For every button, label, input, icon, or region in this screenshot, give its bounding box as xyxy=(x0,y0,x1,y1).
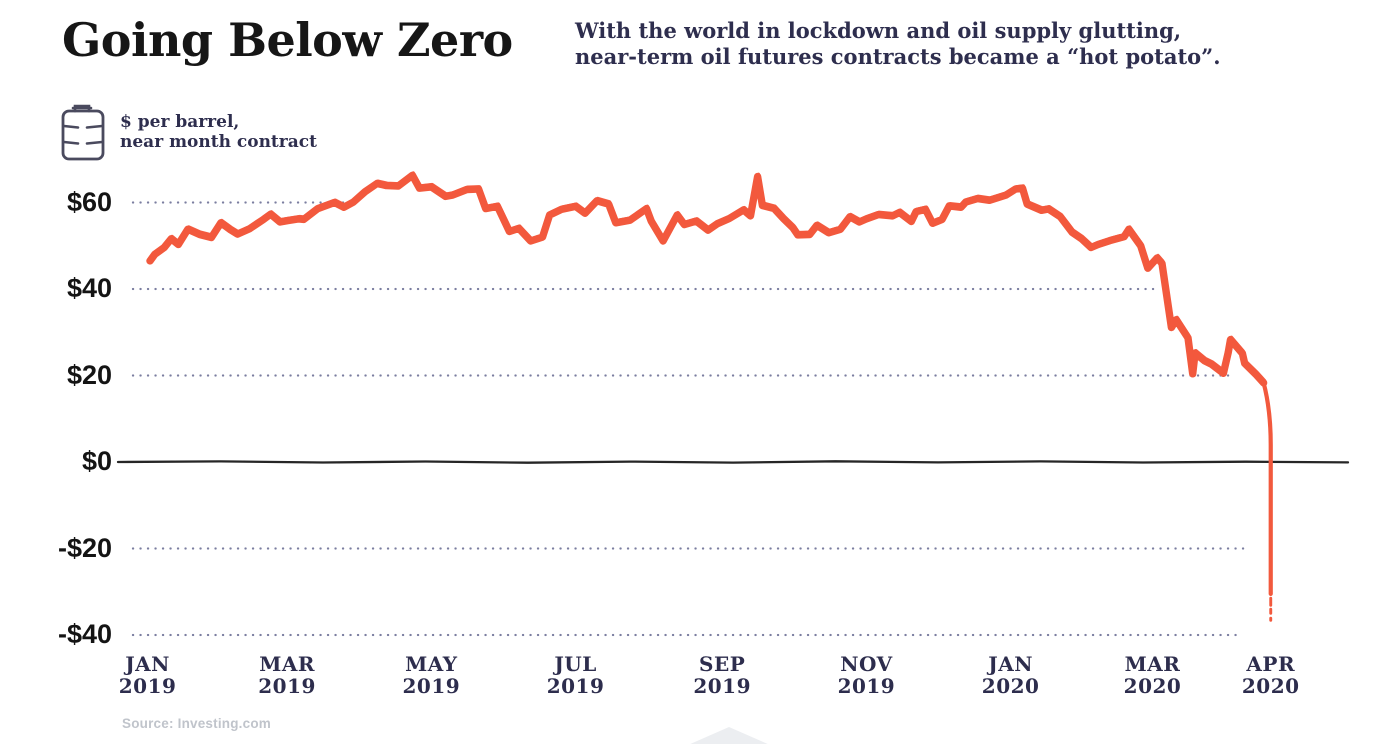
x-tick-month: APR xyxy=(1246,652,1296,676)
x-tick-label: MAR 2019 xyxy=(239,653,335,697)
oil-barrel-icon xyxy=(60,104,106,167)
x-tick-label: JUL 2019 xyxy=(528,653,624,697)
x-tick-year: 2020 xyxy=(981,674,1040,698)
x-tick-label: MAR 2020 xyxy=(1105,653,1201,697)
y-tick-label: -$40 xyxy=(57,619,112,649)
x-tick-label: JAN 2019 xyxy=(100,653,196,697)
y-tick-label: $60 xyxy=(66,186,112,217)
x-tick-month: MAR xyxy=(1124,652,1181,676)
x-tick-year: 2020 xyxy=(1241,674,1300,698)
y-tick-label: $20 xyxy=(66,359,112,390)
source-credit: Source: Investing.com xyxy=(122,716,271,731)
x-tick-year: 2019 xyxy=(402,674,461,698)
x-tick-month: JAN xyxy=(988,652,1034,676)
x-tick-month: MAR xyxy=(259,652,315,676)
page-title: Going Below Zero xyxy=(62,13,513,67)
chart-subtitle: With the world in lockdown and oil suppl… xyxy=(575,18,1221,69)
x-tick-label: MAY 2019 xyxy=(383,653,479,697)
x-tick-year: 2019 xyxy=(118,674,177,698)
x-tick-year: 2019 xyxy=(258,674,316,698)
x-tick-year: 2019 xyxy=(693,674,751,698)
x-tick-label: NOV 2019 xyxy=(818,653,914,697)
x-tick-month: SEP xyxy=(699,652,746,676)
y-tick-label: $40 xyxy=(66,273,112,303)
y-tick-label: $0 xyxy=(81,446,112,476)
x-tick-month: MAY xyxy=(405,652,458,676)
y-tick-label: -$20 xyxy=(57,532,112,563)
x-tick-year: 2019 xyxy=(837,674,896,698)
x-tick-month: NOV xyxy=(840,652,893,676)
pointer-triangle-icon xyxy=(688,727,770,744)
x-tick-label: JAN 2020 xyxy=(963,653,1059,697)
zero-axis-line xyxy=(116,460,1350,464)
x-tick-label: SEP 2019 xyxy=(674,653,770,697)
x-tick-year: 2019 xyxy=(546,674,605,698)
unit-label: $ per barrel, near month contract xyxy=(120,112,317,152)
x-tick-label: APR 2020 xyxy=(1223,653,1319,697)
x-tick-year: 2020 xyxy=(1123,674,1182,698)
x-tick-month: JAN xyxy=(125,652,170,676)
crash-line xyxy=(1261,380,1273,597)
price-line-texture xyxy=(149,171,1267,383)
x-tick-month: JUL xyxy=(554,652,597,676)
unit-legend: $ per barrel, near month contract xyxy=(60,104,317,167)
